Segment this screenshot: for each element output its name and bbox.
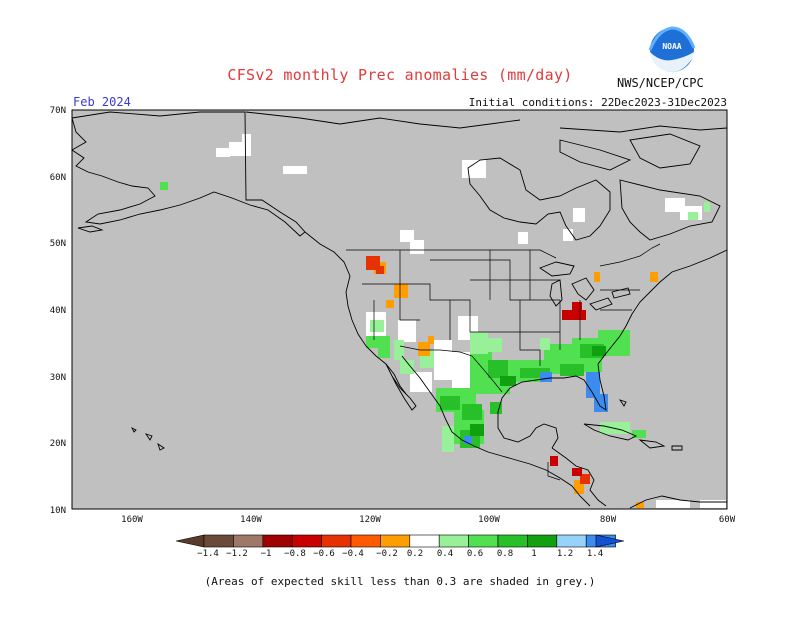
colorbar-box: [438, 534, 469, 548]
map-background: [72, 110, 727, 509]
dry-areas-moderate: [366, 256, 590, 484]
lon-label: 60W: [719, 515, 736, 525]
lat-label: 10N: [50, 506, 66, 516]
colorbar-label: −0.4: [342, 549, 364, 559]
dry-areas-strong: [550, 302, 586, 476]
logo-text: NOAA: [662, 42, 681, 51]
colorbar-labels: −1.4 −1.2 −1 −0.8 −0.6 −0.4 −0.2 0.2 0.4…: [197, 549, 603, 559]
organization-label: NWS/NCEP/CPC: [617, 76, 704, 90]
colorbar-box: [380, 534, 411, 548]
colorbar-label: −0.2: [376, 549, 398, 559]
colorbar-label: 0.2: [407, 549, 423, 559]
forecast-month: Feb 2024: [73, 95, 131, 109]
lat-label: 20N: [50, 439, 66, 449]
colorbar-low-arrow: [175, 534, 205, 548]
skill-footnote: (Areas of expected skill less than 0.3 a…: [204, 575, 596, 588]
colorbar-box: [409, 534, 440, 548]
colorbar-box: [527, 534, 558, 548]
noaa-logo: NOAA: [648, 26, 696, 72]
wet-areas-light: [370, 202, 710, 452]
colorbar-box: [350, 534, 381, 548]
wet-areas-strong: [440, 344, 604, 448]
colorbar-label: 1.4: [587, 549, 603, 559]
colorbar-label: −0.8: [284, 549, 306, 559]
colorbar-high-arrow: [595, 534, 625, 548]
lat-label: 50N: [50, 239, 66, 249]
initial-conditions: Initial conditions: 22Dec2023-31Dec2023: [468, 96, 727, 109]
lon-label: 80W: [600, 515, 617, 525]
colorbar-label: −0.6: [313, 549, 335, 559]
coastlines: [71, 111, 728, 509]
lon-label: 140W: [240, 515, 262, 525]
lat-label: 40N: [50, 306, 66, 316]
colorbar-label: 0.6: [467, 549, 483, 559]
lat-label: 60N: [50, 173, 66, 183]
colorbar-label: −1: [261, 549, 272, 559]
wet-areas-very-heavy: [464, 372, 608, 444]
colorbar-box: [233, 534, 264, 548]
colorbar-label: 1: [531, 549, 536, 559]
colorbar-box: [468, 534, 499, 548]
lat-label: 30N: [50, 373, 66, 383]
colorbar-box: [262, 534, 293, 548]
colorbar-label: 0.8: [497, 549, 513, 559]
colorbar-box: [497, 534, 528, 548]
colorbar-label: 1.2: [557, 549, 573, 559]
wet-areas-heavy: [470, 346, 606, 436]
colorbar-label: −1.4: [197, 549, 219, 559]
lat-label: 70N: [50, 106, 66, 116]
colorbar-label: −1.2: [226, 549, 248, 559]
lon-label: 160W: [121, 515, 143, 525]
political-borders: [346, 243, 661, 481]
colorbar-box: [321, 534, 352, 548]
chart-title: CFSv2 monthly Prec anomalies (mm/day): [227, 66, 573, 84]
lon-label: 120W: [359, 515, 381, 525]
colorbar-boxes: [203, 534, 616, 548]
colorbar-box: [203, 534, 234, 548]
colorbar-box: [556, 534, 587, 548]
colorbar: −1.4 −1.2 −1 −0.8 −0.6 −0.4 −0.2 0.2 0.4…: [175, 534, 625, 559]
map-frame: [71, 109, 728, 510]
lon-label: 100W: [478, 515, 500, 525]
colorbar-box: [291, 534, 322, 548]
map-axes: 70N 60N 50N 40N 30N 20N 10N 160W 140W 12…: [50, 106, 736, 525]
colorbar-label: 0.4: [437, 549, 453, 559]
precip-map: [71, 109, 728, 510]
